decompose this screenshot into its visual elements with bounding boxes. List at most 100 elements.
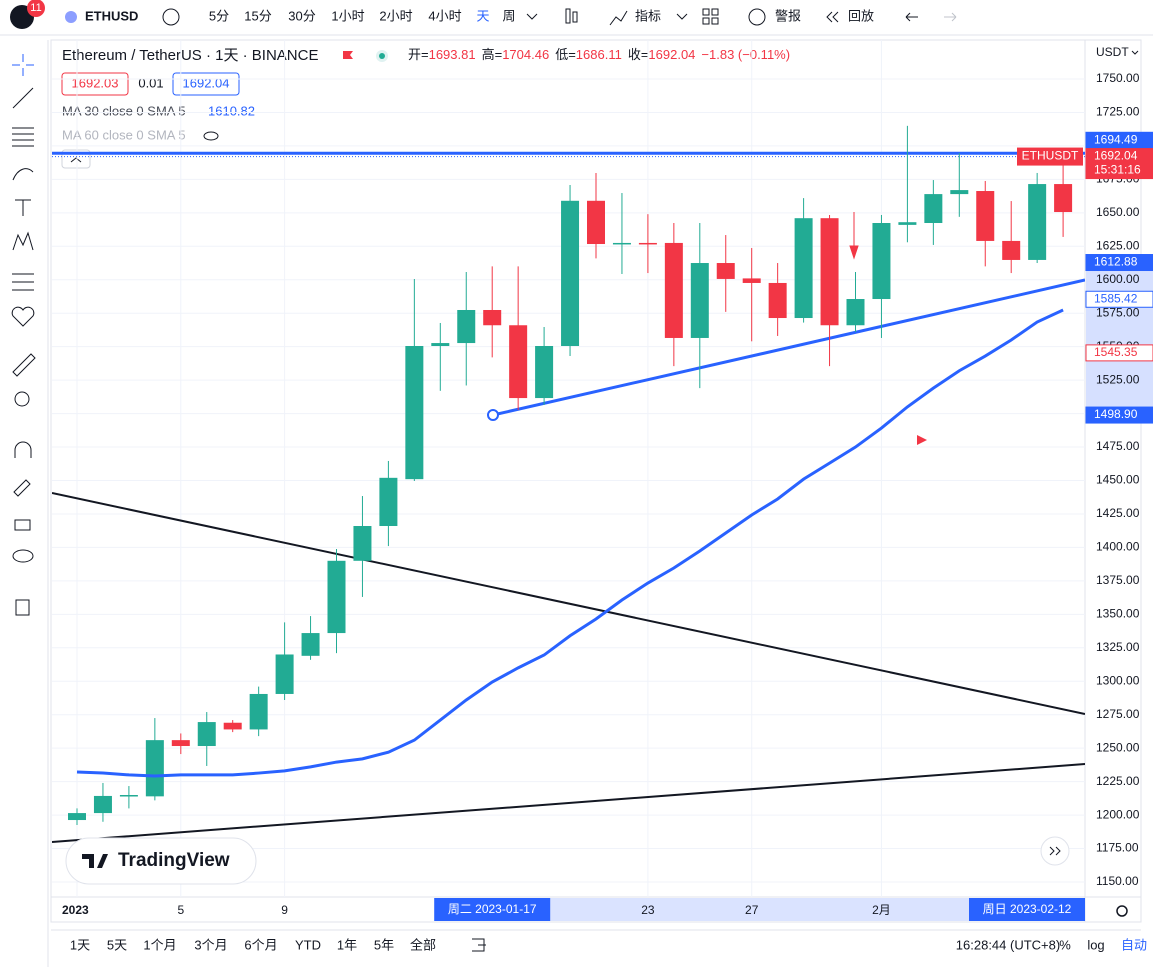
- drawing-line[interactable]: [52, 763, 1085, 843]
- range-button[interactable]: 5年: [374, 937, 394, 952]
- text-tool[interactable]: [15, 199, 31, 216]
- logo-box[interactable]: [65, 837, 257, 885]
- y-tick-label: 1425.00: [1096, 506, 1140, 520]
- y-tick-label: 1275.00: [1096, 707, 1140, 721]
- brush-tool[interactable]: [12, 168, 34, 181]
- y-tick-label: 1325.00: [1096, 640, 1140, 654]
- arrow-marker[interactable]: [917, 435, 927, 445]
- candle-body: [223, 722, 242, 730]
- arrow-marker[interactable]: [849, 212, 859, 260]
- timeframe[interactable]: 4小时: [428, 8, 461, 23]
- range-button[interactable]: 1个月: [143, 937, 176, 952]
- crosshair-tool[interactable]: [12, 54, 34, 76]
- range-button[interactable]: 3个月: [194, 937, 227, 952]
- candle-body: [976, 191, 995, 241]
- percent-toggle[interactable]: %: [1059, 937, 1071, 952]
- pattern-tool[interactable]: [12, 231, 34, 251]
- countdown: 15:31:16: [1094, 163, 1141, 177]
- y-tick-label: 1525.00: [1096, 372, 1140, 386]
- layout-icon[interactable]: [702, 8, 710, 16]
- indicators[interactable]: 指标: [635, 8, 661, 23]
- ma60-label: MA 60 close 0 SMA 5: [62, 127, 186, 142]
- indicator-menu[interactable]: [676, 13, 688, 20]
- timeframe[interactable]: 1小时: [331, 8, 364, 23]
- high-value: 1704.46: [502, 47, 549, 62]
- open-label: 开=: [408, 47, 429, 62]
- more-timeframes[interactable]: [526, 13, 538, 20]
- redo[interactable]: [944, 12, 957, 22]
- candle-body: [119, 795, 138, 797]
- range-label: 周日 2023-02-12: [983, 902, 1072, 916]
- close-label: 收=: [628, 47, 649, 62]
- scroll-button[interactable]: [1040, 836, 1070, 866]
- y-tick-label: 1175.00: [1096, 841, 1139, 855]
- range-button[interactable]: YTD: [295, 937, 321, 952]
- settings[interactable]: [1116, 905, 1128, 917]
- replay[interactable]: 回放: [848, 8, 874, 23]
- chart-type-icon[interactable]: [565, 8, 571, 24]
- timeframe[interactable]: 周: [502, 8, 515, 23]
- candle-body: [145, 740, 164, 797]
- candle-body: [327, 560, 346, 634]
- delete-tool[interactable]: [15, 599, 30, 616]
- measure-tool[interactable]: [12, 353, 36, 377]
- drawing-handle[interactable]: [487, 409, 499, 421]
- fib-tool[interactable]: [12, 127, 34, 147]
- spread: 0.01: [138, 75, 163, 90]
- x-tick-label: 23: [641, 903, 655, 917]
- visibility-tool[interactable]: [12, 549, 34, 563]
- range-button[interactable]: 1天: [70, 937, 90, 952]
- hidden-icon[interactable]: [203, 131, 219, 141]
- x-tick-label: 9: [281, 903, 288, 917]
- drawing-trendline[interactable]: [492, 278, 1085, 417]
- price-range-highlight: [1086, 262, 1153, 415]
- ask[interactable]: 1692.04: [183, 75, 230, 90]
- flag[interactable]: [343, 51, 353, 59]
- y-tick-label: 1300.00: [1096, 673, 1140, 687]
- high-label: 高=: [482, 47, 503, 62]
- candle-body: [405, 345, 424, 480]
- auto-toggle[interactable]: 自动: [1121, 937, 1147, 952]
- price-label-box: [1085, 344, 1153, 362]
- favorite-tool[interactable]: [11, 306, 35, 327]
- trendline-tool[interactable]: [12, 87, 34, 109]
- lock-drawing-tool[interactable]: [13, 479, 31, 497]
- date-range-icon[interactable]: [472, 938, 486, 952]
- price-unit[interactable]: USDT: [1096, 45, 1129, 59]
- candle-body: [846, 299, 865, 326]
- magnet-tool[interactable]: [14, 441, 32, 458]
- candle-body: [275, 654, 294, 694]
- symbol[interactable]: ETHUSD: [85, 8, 138, 23]
- zoom-tool[interactable]: [14, 391, 30, 407]
- timeframe[interactable]: 30分: [288, 8, 315, 23]
- log-toggle[interactable]: log: [1087, 937, 1104, 952]
- candle-body: [249, 693, 268, 730]
- add-symbol[interactable]: [162, 8, 180, 26]
- candle-body: [1002, 240, 1021, 260]
- drawing-line[interactable]: [52, 492, 1085, 715]
- y-tick-label: 1350.00: [1096, 607, 1140, 621]
- undo[interactable]: [905, 12, 918, 22]
- lock-tool[interactable]: [14, 519, 31, 531]
- candle-body: [664, 242, 683, 338]
- candle-body: [924, 194, 943, 224]
- bid[interactable]: 1692.03: [72, 75, 119, 90]
- badge-count: 11: [30, 2, 41, 14]
- candle-body: [716, 263, 735, 279]
- left-toolbar: [11, 54, 36, 616]
- candle-body: [950, 190, 969, 195]
- range-button[interactable]: 全部: [410, 937, 436, 952]
- timeframe[interactable]: 15分: [244, 8, 271, 23]
- alerts[interactable]: 警报: [775, 8, 801, 23]
- candle-body: [431, 343, 450, 346]
- range-button[interactable]: 6个月: [244, 937, 277, 952]
- timeframe[interactable]: 天: [476, 8, 489, 23]
- range-label-box: [969, 898, 1085, 921]
- timeframe[interactable]: 5分: [209, 8, 229, 23]
- forecast-tool[interactable]: [12, 273, 34, 291]
- range-button[interactable]: 5天: [107, 937, 127, 952]
- timeframe[interactable]: 2小时: [379, 8, 412, 23]
- range-button[interactable]: 1年: [337, 937, 357, 952]
